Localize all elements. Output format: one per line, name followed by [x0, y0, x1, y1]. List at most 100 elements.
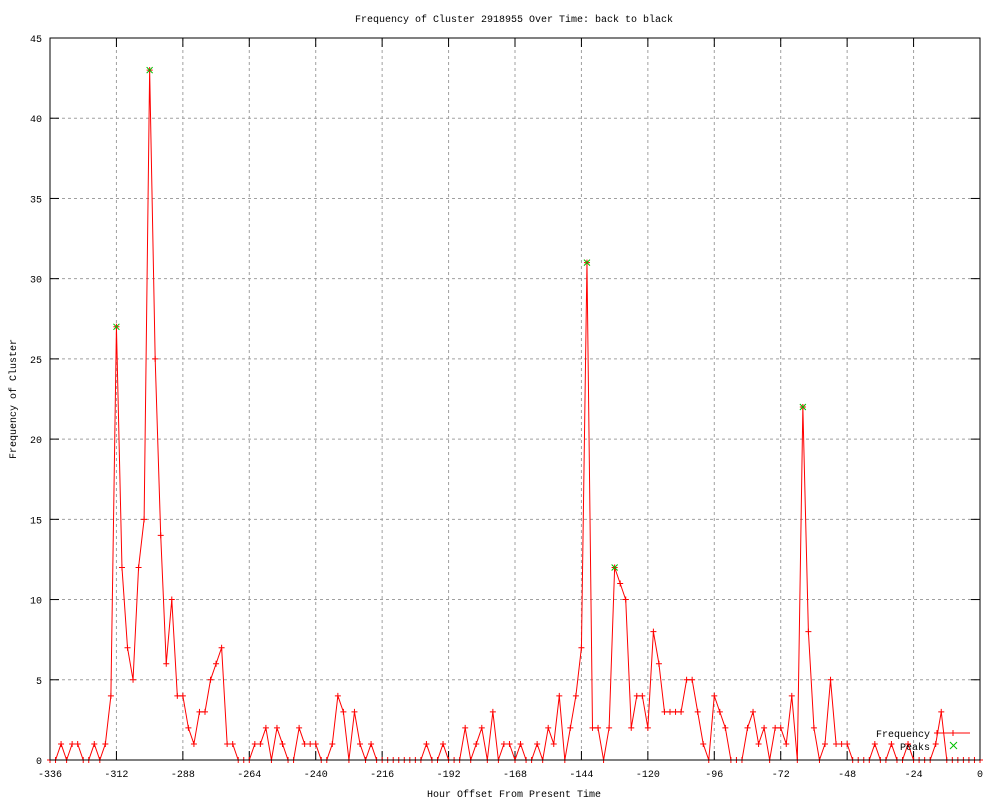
frequency-point [130, 676, 137, 683]
frequency-point [207, 676, 214, 683]
frequency-point [135, 564, 142, 571]
frequency-point [833, 740, 840, 747]
frequency-point [683, 676, 690, 683]
frequency-point [672, 708, 679, 715]
frequency-point [838, 740, 845, 747]
legend: Frequency Peaks [876, 730, 970, 754]
y-tick-label: 35 [30, 195, 42, 206]
x-tick-label: -168 [503, 770, 527, 781]
frequency-point [761, 724, 768, 731]
frequency-point [124, 644, 131, 651]
peak-point [611, 564, 618, 571]
grid [50, 38, 980, 760]
frequency-point [639, 692, 646, 699]
frequency-point [478, 724, 485, 731]
frequency-point [595, 724, 602, 731]
frequency-point [650, 628, 657, 635]
frequency-point [628, 724, 635, 731]
frequency-point [711, 692, 718, 699]
x-tick-label: 0 [977, 770, 983, 781]
frequency-point [810, 724, 817, 731]
x-tick-label: -240 [304, 770, 328, 781]
frequency-point [500, 740, 507, 747]
x-tick-label: -312 [104, 770, 128, 781]
frequency-point [805, 628, 812, 635]
x-axis-label: Hour Offset From Present Time [427, 789, 601, 800]
frequency-point [578, 644, 585, 651]
frequency-point [606, 724, 613, 731]
frequency-point [301, 740, 308, 747]
frequency-point [357, 740, 363, 747]
frequency-point [91, 740, 98, 747]
frequency-point [279, 740, 286, 747]
frequency-point [905, 740, 912, 747]
peak-point [113, 323, 120, 331]
frequency-point [871, 740, 878, 747]
legend-marker-peaks [949, 741, 958, 750]
peak-point [583, 259, 591, 266]
frequency-point [102, 740, 109, 747]
frequency-point [506, 740, 513, 747]
frequency-point [661, 708, 668, 715]
legend-label-frequency: Frequency [876, 730, 930, 741]
frequency-point [489, 708, 496, 715]
frequency-point [257, 740, 264, 747]
frequency-point [777, 724, 784, 731]
frequency-point [700, 740, 707, 747]
frequency-point [163, 660, 170, 667]
frequency-point [844, 740, 851, 747]
y-tick-label: 15 [30, 516, 42, 527]
frequency-point [118, 564, 125, 571]
frequency-point [423, 740, 430, 747]
frequency-point [440, 740, 447, 747]
y-tick-label: 5 [36, 677, 42, 688]
frequency-point [273, 724, 280, 731]
y-tick-label: 0 [36, 757, 42, 768]
y-axis-label: Frequency of Cluster [8, 339, 20, 459]
y-tick-label: 45 [30, 35, 42, 46]
frequency-point [202, 708, 208, 715]
x-tick-label: -336 [38, 770, 62, 781]
frequency-point [157, 532, 164, 539]
x-tick-label: -288 [171, 770, 195, 781]
frequency-point [678, 708, 685, 715]
frequency-point [932, 740, 939, 747]
frequency-point [329, 740, 336, 747]
frequency-point [633, 692, 640, 699]
x-tick-label: -24 [905, 770, 923, 781]
frequency-point [368, 740, 375, 747]
frequency-point [218, 644, 225, 651]
chart-title: Frequency of Cluster 2918955 Over Time: … [355, 14, 673, 26]
frequency-point [179, 692, 186, 699]
frequency-point [340, 708, 347, 715]
frequency-point [783, 740, 790, 747]
frequency-point [772, 724, 779, 731]
frequency-point [251, 740, 258, 747]
plot-frame [49, 37, 981, 761]
frequency-point [827, 676, 834, 683]
frequency-point [58, 740, 65, 747]
frequency-point [744, 724, 751, 731]
frequency-point [473, 740, 480, 747]
frequency-point [567, 724, 574, 731]
frequency-point [190, 740, 197, 747]
frequency-point [534, 740, 541, 747]
frequency-point [888, 740, 895, 747]
y-tick-label: 30 [30, 276, 42, 287]
frequency-point [229, 740, 236, 747]
legend-label-peaks: Peaks [900, 742, 930, 754]
frequency-point [788, 692, 795, 699]
frequency-point [74, 740, 81, 747]
frequency-point [716, 708, 723, 715]
frequency-point [572, 692, 579, 699]
frequency-point [141, 516, 148, 523]
x-tick-label: -48 [838, 770, 856, 781]
x-tick-label: -192 [437, 770, 461, 781]
frequency-point [722, 724, 729, 731]
y-tick-label: 40 [30, 115, 42, 126]
frequency-point [517, 740, 524, 747]
frequency-point [655, 660, 662, 667]
frequency-point [196, 708, 203, 715]
